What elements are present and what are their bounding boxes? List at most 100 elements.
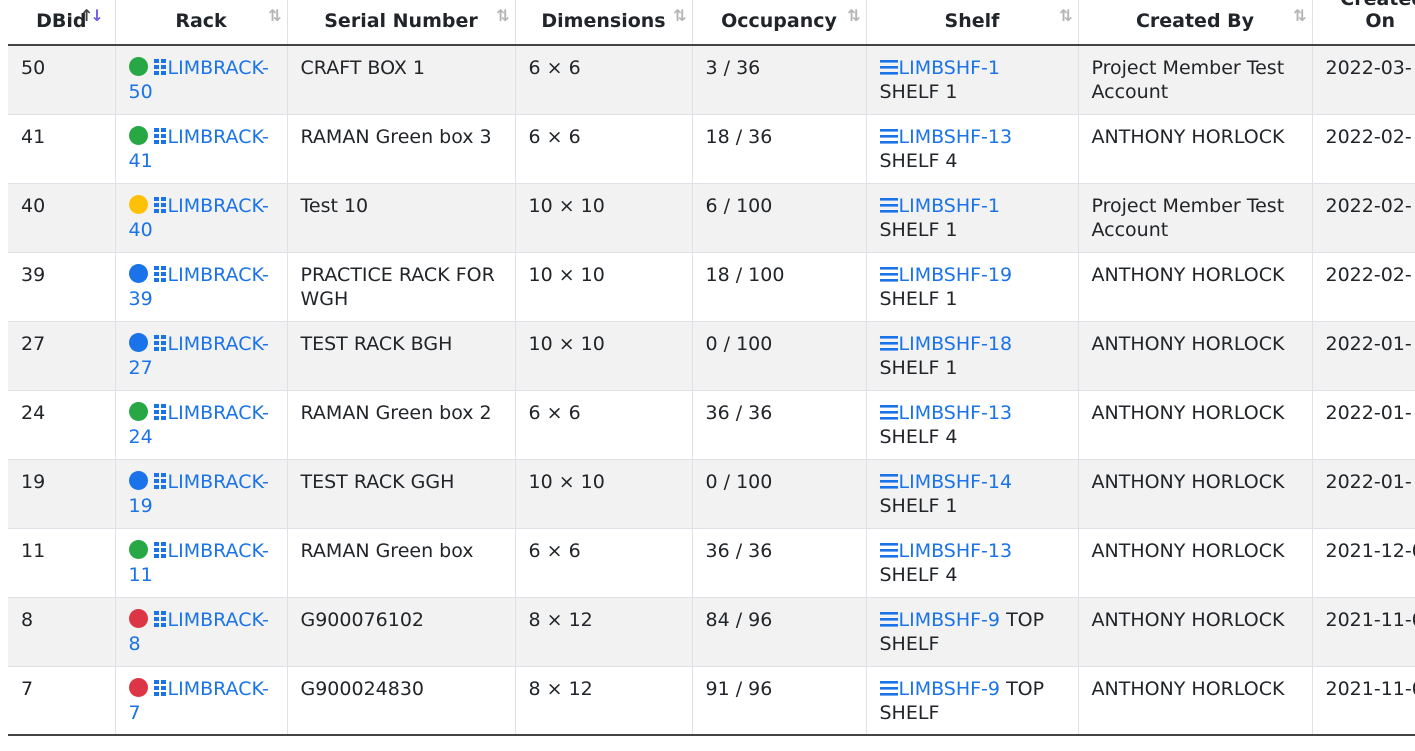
cell-dimensions: 6 × 6 bbox=[514, 45, 692, 115]
shelf-link[interactable]: LIMBSHF-19 bbox=[879, 264, 1012, 286]
cell-serial-number: TEST RACK BGH bbox=[286, 321, 515, 391]
created-by-value: Project Member Test Account bbox=[1091, 194, 1285, 241]
list-icon bbox=[879, 128, 898, 144]
sort-icon[interactable]: ⇅ bbox=[673, 6, 687, 25]
cell-dimensions: 10 × 10 bbox=[514, 252, 692, 322]
column-header-created-on[interactable]: Created On bbox=[1311, 0, 1415, 46]
status-dot-icon bbox=[128, 677, 148, 697]
shelf-link[interactable]: LIMBSHF-9 bbox=[879, 677, 1001, 700]
table-row[interactable]: 41 LIMBRACK-41 RAMAN Green box 3 6 × 6 1… bbox=[8, 114, 1415, 184]
cell-dbid: 50 bbox=[8, 45, 115, 115]
list-icon bbox=[879, 266, 898, 282]
cell-rack: LIMBRACK-50 bbox=[114, 45, 287, 115]
created-on-value: 2022-02- bbox=[1325, 263, 1412, 286]
serial-number-value: RAMAN Green box bbox=[300, 539, 474, 562]
rack-link[interactable]: LIMBRACK-40 bbox=[129, 195, 269, 241]
sort-icon[interactable]: ⇅ bbox=[496, 6, 510, 25]
cell-rack: LIMBRACK-40 bbox=[114, 183, 287, 253]
shelf-link[interactable]: LIMBSHF-14 bbox=[879, 470, 1013, 493]
rack-label: LIMBRACK-11 bbox=[128, 539, 269, 586]
rack-label: LIMBRACK-40 bbox=[128, 194, 269, 241]
rack-link[interactable]: LIMBRACK-11 bbox=[129, 540, 269, 586]
sort-icon[interactable]: ⇅ bbox=[1293, 6, 1307, 25]
shelf-link[interactable]: LIMBSHF-9 bbox=[879, 609, 1000, 631]
sort-descending-icon[interactable]: ↑↓ bbox=[80, 6, 104, 25]
grid-icon bbox=[153, 196, 166, 213]
dimensions-value: 8 × 12 bbox=[528, 608, 593, 631]
table-row[interactable]: 50 LIMBRACK-50 CRAFT BOX 1 6 × 6 3 / 36 … bbox=[8, 45, 1415, 115]
shelf-id: LIMBSHF-14 bbox=[898, 470, 1013, 493]
table-row[interactable]: 7 LIMBRACK-7 G900024830 8 × 12 91 / 96 L… bbox=[8, 666, 1415, 736]
created-on-value: 2022-01- bbox=[1325, 401, 1412, 424]
table-row[interactable]: 27 LIMBRACK-27 TEST RACK BGH 10 × 10 0 /… bbox=[8, 321, 1415, 391]
cell-dbid: 41 bbox=[8, 114, 115, 184]
rack-link[interactable]: LIMBRACK-19 bbox=[129, 471, 269, 517]
serial-number-value: RAMAN Green box 3 bbox=[300, 125, 492, 148]
shelf-link[interactable]: LIMBSHF-1 bbox=[879, 57, 1000, 79]
cell-shelf: LIMBSHF-13 SHELF 4 bbox=[865, 114, 1078, 184]
rack-link[interactable]: LIMBRACK-24 bbox=[129, 402, 269, 448]
serial-number-value: G900024830 bbox=[300, 677, 425, 700]
shelf-name: SHELF 1 bbox=[879, 494, 958, 517]
column-header-dimensions[interactable]: Dimensions ⇅ bbox=[514, 0, 692, 46]
table-row[interactable]: 24 LIMBRACK-24 RAMAN Green box 2 6 × 6 3… bbox=[8, 390, 1415, 460]
rack-link[interactable]: LIMBRACK-50 bbox=[129, 57, 269, 103]
sort-icon[interactable]: ⇅ bbox=[268, 6, 282, 25]
created-by-value: ANTHONY HORLOCK bbox=[1091, 608, 1285, 631]
cell-created-by: ANTHONY HORLOCK bbox=[1077, 666, 1312, 736]
column-header-occupancy[interactable]: Occupancy ⇅ bbox=[691, 0, 866, 46]
dimensions-value: 6 × 6 bbox=[528, 125, 581, 148]
shelf-id: LIMBSHF-18 bbox=[898, 332, 1013, 355]
created-on-value: 2021-11-0 bbox=[1325, 608, 1415, 631]
serial-number-value: G900076102 bbox=[300, 608, 425, 631]
rack-link[interactable]: LIMBRACK-8 bbox=[129, 609, 269, 655]
cell-dimensions: 6 × 6 bbox=[514, 528, 692, 598]
cell-serial-number: Test 10 bbox=[286, 183, 515, 253]
serial-number-value: TEST RACK GGH bbox=[300, 470, 455, 493]
dbid-value: 40 bbox=[21, 194, 46, 217]
column-header-label: Created On bbox=[1340, 0, 1415, 32]
status-dot-icon bbox=[128, 125, 148, 145]
occupancy-value: 36 / 36 bbox=[705, 539, 773, 562]
column-header-serial-number[interactable]: Serial Number ⇅ bbox=[286, 0, 515, 46]
cell-created-by: ANTHONY HORLOCK bbox=[1077, 321, 1312, 391]
table-row[interactable]: 39 LIMBRACK-39 PRACTICE RACK FOR WGH 10 … bbox=[8, 252, 1415, 322]
occupancy-value: 0 / 100 bbox=[705, 332, 773, 355]
occupancy-value: 36 / 36 bbox=[705, 401, 773, 424]
table-row[interactable]: 8 LIMBRACK-8 G900076102 8 × 12 84 / 96 L… bbox=[8, 597, 1415, 667]
sort-icon[interactable]: ⇅ bbox=[847, 6, 861, 25]
shelf-link[interactable]: LIMBSHF-13 bbox=[879, 402, 1012, 424]
shelf-link[interactable]: LIMBSHF-1 bbox=[879, 195, 1000, 217]
shelf-link[interactable]: LIMBSHF-18 bbox=[879, 332, 1013, 355]
table-row[interactable]: 19 LIMBRACK-19 TEST RACK GGH 10 × 10 0 /… bbox=[8, 459, 1415, 529]
column-header-rack[interactable]: Rack ⇅ bbox=[114, 0, 287, 46]
occupancy-value: 0 / 100 bbox=[705, 470, 773, 493]
shelf-link[interactable]: LIMBSHF-13 bbox=[879, 540, 1012, 562]
shelf-name: SHELF 1 bbox=[879, 81, 958, 103]
grid-icon bbox=[153, 472, 166, 489]
dbid-value: 41 bbox=[21, 125, 46, 148]
sort-icon[interactable]: ⇅ bbox=[1059, 6, 1073, 25]
created-on-value: 2022-01- bbox=[1325, 332, 1412, 355]
serial-number-value: TEST RACK BGH bbox=[300, 332, 453, 355]
status-dot-icon bbox=[128, 263, 148, 283]
cell-dimensions: 8 × 12 bbox=[514, 597, 692, 667]
cell-dbid: 24 bbox=[8, 390, 115, 460]
rack-link[interactable]: LIMBRACK-7 bbox=[129, 678, 269, 724]
column-header-shelf[interactable]: Shelf ⇅ bbox=[865, 0, 1078, 46]
table-header-row: DBid ↑↓ Rack ⇅ Serial Number ⇅ Dimension… bbox=[8, 0, 1415, 46]
table-row[interactable]: 40 LIMBRACK-40 Test 10 10 × 10 6 / 100 L… bbox=[8, 183, 1415, 253]
shelf-id: LIMBSHF-9 bbox=[898, 677, 1001, 700]
cell-dbid: 8 bbox=[8, 597, 115, 667]
column-header-created-by[interactable]: Created By ⇅ bbox=[1077, 0, 1312, 46]
cell-rack: LIMBRACK-19 bbox=[114, 459, 287, 529]
cell-created-on: 2021-11-0 bbox=[1311, 666, 1415, 736]
rack-link[interactable]: LIMBRACK-39 bbox=[129, 264, 269, 310]
rack-link[interactable]: LIMBRACK-41 bbox=[129, 126, 269, 172]
table-row[interactable]: 11 LIMBRACK-11 RAMAN Green box 6 × 6 36 … bbox=[8, 528, 1415, 598]
shelf-link[interactable]: LIMBSHF-13 bbox=[879, 126, 1012, 148]
cell-created-on: 2022-02- bbox=[1311, 183, 1415, 253]
rack-link[interactable]: LIMBRACK-27 bbox=[129, 333, 269, 379]
column-header-dbid[interactable]: DBid ↑↓ bbox=[8, 0, 115, 46]
list-icon bbox=[879, 197, 898, 213]
